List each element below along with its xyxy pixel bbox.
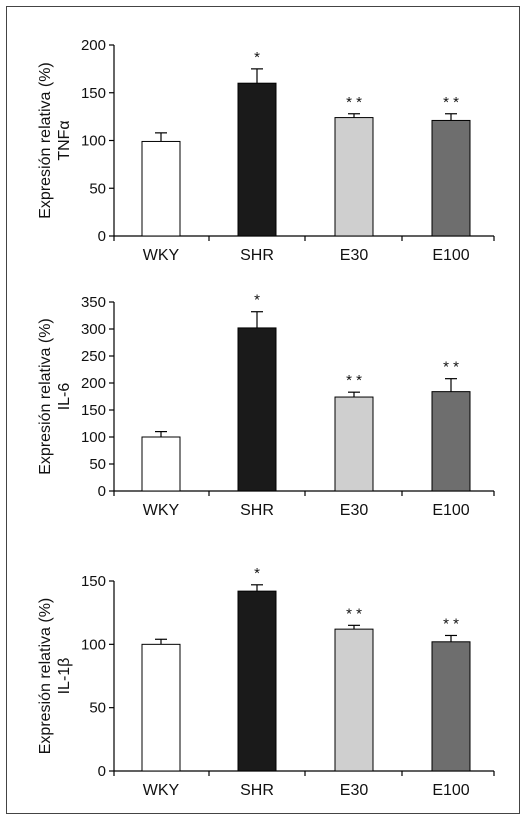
y-tick-label: 100 xyxy=(81,429,106,446)
x-tick-label: E30 xyxy=(340,782,369,799)
bar-e30 xyxy=(334,396,374,492)
x-tick-label: SHR xyxy=(240,782,274,799)
figure-frame xyxy=(6,6,520,814)
bar-wky xyxy=(141,436,181,492)
x-tick-label: E100 xyxy=(432,247,469,264)
bar-e100 xyxy=(431,641,471,772)
y-tick-label: 50 xyxy=(89,456,106,473)
y-tick-label: 50 xyxy=(89,180,106,197)
bar-wky xyxy=(141,643,181,772)
bar-e100 xyxy=(431,119,471,237)
significance-marker: * * xyxy=(346,94,362,111)
y-tick-label: 0 xyxy=(98,228,106,245)
y-tick-label: 150 xyxy=(81,573,106,590)
chart-panel-3: 0 50 100 150 WKY SHR * E30 * * E100 * * Expresión r… xyxy=(37,565,495,799)
significance-marker: * xyxy=(254,565,260,582)
y-tick-label: 0 xyxy=(98,483,106,500)
y-axis-label: Expresión relativa (%) TNFα xyxy=(37,62,73,219)
chart-panel-1: 0 50 100 150 200 WKY SHR * E30 * * E100 * * Expresió… xyxy=(37,37,495,264)
significance-marker: * * xyxy=(443,94,459,111)
x-tick-label: E100 xyxy=(432,502,469,519)
x-tick-label: E30 xyxy=(340,247,369,264)
y-tick-label: 200 xyxy=(81,375,106,392)
x-tick-label: WKY xyxy=(143,782,180,799)
bar-e30 xyxy=(334,117,374,237)
y-axis-label: Expresión relativa (%) IL-6 xyxy=(37,318,73,475)
y-tick-label: 150 xyxy=(81,85,106,102)
bar-shr xyxy=(237,590,277,772)
x-tick-label: SHR xyxy=(240,502,274,519)
bar-e30 xyxy=(334,628,374,772)
x-tick-label: E30 xyxy=(340,502,369,519)
y-tick-label: 200 xyxy=(81,37,106,54)
x-tick-label: SHR xyxy=(240,247,274,264)
significance-marker: * * xyxy=(443,359,459,376)
bar-shr xyxy=(237,327,277,492)
significance-marker: * * xyxy=(443,615,459,632)
y-tick-label: 100 xyxy=(81,133,106,150)
y-axis-label: Expresión relativa (%) IL-1β xyxy=(37,598,73,755)
chart-panel-2: 0 50 100 150 200 250 300 350 WKY SHR * E30 * * E100 * … xyxy=(37,292,495,519)
y-tick-label: 100 xyxy=(81,636,106,653)
bar-shr xyxy=(237,82,277,237)
bar-e100 xyxy=(431,391,471,492)
y-tick-label: 300 xyxy=(81,321,106,338)
significance-marker: * * xyxy=(346,372,362,389)
y-tick-label: 150 xyxy=(81,402,106,419)
y-tick-label: 350 xyxy=(81,294,106,311)
x-tick-label: WKY xyxy=(143,247,180,264)
y-tick-label: 250 xyxy=(81,348,106,365)
significance-marker: * * xyxy=(346,605,362,622)
significance-marker: * xyxy=(254,292,260,309)
bar-wky xyxy=(141,140,181,237)
y-tick-label: 0 xyxy=(98,763,106,780)
x-tick-label: E100 xyxy=(432,782,469,799)
y-tick-label: 50 xyxy=(89,700,106,717)
significance-marker: * xyxy=(254,49,260,66)
x-tick-label: WKY xyxy=(143,502,180,519)
